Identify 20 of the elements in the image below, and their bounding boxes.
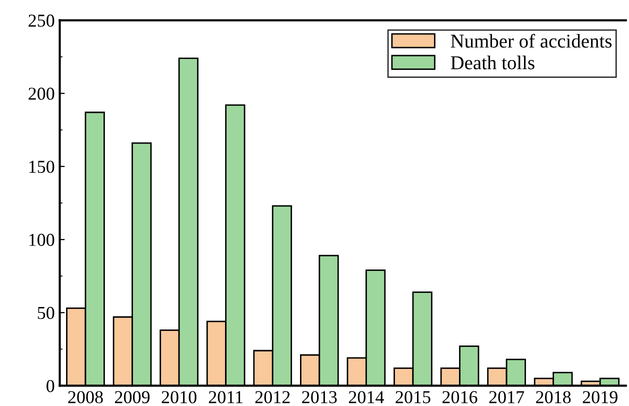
x-tick-label: 2018 [536,391,571,404]
legend-label: Number of accidents [450,34,612,48]
y-tick-label: 200 [28,88,54,100]
y-tick-label: 100 [29,234,54,246]
x-tick-label: 2015 [396,391,430,404]
x-tick-label: 2011 [208,391,242,404]
x-tick-label: 2014 [348,391,384,404]
x-tick-label: 2008 [68,391,103,404]
x-tick-label: 2016 [442,391,478,404]
x-tick-label: 2010 [162,391,196,404]
y-tick-label: 250 [28,14,54,27]
legend-label: Death tolls [450,56,534,70]
x-tick-label: 2017 [489,391,524,404]
y-tick-label: 0 [46,380,54,392]
x-tick-label: 2009 [115,391,150,404]
y-tick-label: 150 [29,160,54,173]
x-tick-label: 2012 [255,391,290,404]
x-tick-label: 2013 [302,391,337,404]
y-tick-label: 50 [38,306,54,320]
x-tick-label: 2019 [582,391,618,404]
